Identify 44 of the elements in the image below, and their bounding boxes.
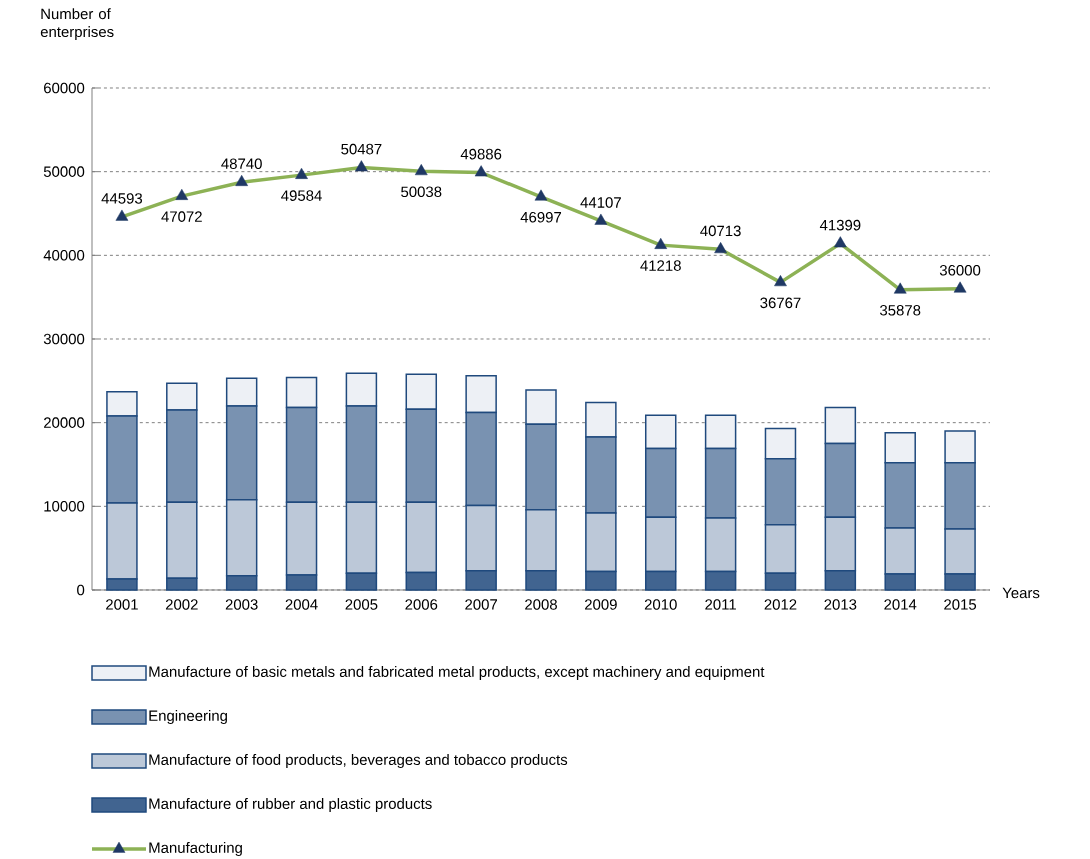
x-tick-label: 2009 xyxy=(585,599,617,610)
y-tick-label: 50000 xyxy=(43,166,85,177)
data-label: 36767 xyxy=(760,297,801,309)
x-tick-label: 2003 xyxy=(225,599,258,610)
x-tick-label: 2012 xyxy=(764,599,797,610)
legend-label: Engineering xyxy=(149,710,227,724)
data-label: 44593 xyxy=(101,193,143,204)
data-label: 36000 xyxy=(939,265,981,276)
legend-label: Manufacture of food products, beverages and tobacco products xyxy=(149,754,568,768)
x-tick-label: 2001 xyxy=(106,599,138,610)
data-label: 50038 xyxy=(401,186,442,198)
data-label: 35878 xyxy=(879,304,921,316)
x-tick-label: 2004 xyxy=(285,599,318,610)
x-tick-label: 2005 xyxy=(345,599,378,610)
data-label: 40713 xyxy=(700,225,741,237)
x-tick-label: 2011 xyxy=(705,599,736,610)
data-label: 50487 xyxy=(341,143,382,155)
x-tick-label: 2002 xyxy=(165,599,198,610)
y-tick-label: 40000 xyxy=(43,250,85,261)
legend-label: Manufacturing xyxy=(149,842,242,856)
y-tick-label: 20000 xyxy=(44,417,85,428)
x-axis-title: Years xyxy=(1002,587,1040,599)
y-tick-label: 10000 xyxy=(44,501,85,512)
y-tick-label: 30000 xyxy=(43,333,85,345)
data-label: 49584 xyxy=(281,190,322,201)
x-tick-label: 2015 xyxy=(944,599,977,610)
x-tick-label: 2008 xyxy=(525,599,557,610)
x-tick-label: 2014 xyxy=(884,599,917,610)
y-axis-title: Number of enterprises xyxy=(40,8,114,41)
x-tick-label: 2007 xyxy=(465,599,497,610)
data-label: 47072 xyxy=(161,211,202,222)
data-label: 41218 xyxy=(640,260,681,271)
y-tick-label: 0 xyxy=(77,584,85,596)
y-tick-label: 60000 xyxy=(44,82,85,94)
data-label: 41399 xyxy=(819,219,861,231)
x-tick-label: 2010 xyxy=(644,599,677,610)
data-label: 46997 xyxy=(520,211,562,223)
x-tick-label: 2013 xyxy=(824,599,857,610)
legend-label: Manufacture of basic metals and fabricated metal products, except machinery and equipment xyxy=(149,666,765,680)
data-label: 44107 xyxy=(580,197,621,208)
x-tick-label: 2006 xyxy=(405,599,438,610)
legend-label: Manufacture of rubber and plastic products xyxy=(149,798,432,812)
data-label: 48740 xyxy=(221,158,262,170)
data-label: 49886 xyxy=(460,148,502,160)
